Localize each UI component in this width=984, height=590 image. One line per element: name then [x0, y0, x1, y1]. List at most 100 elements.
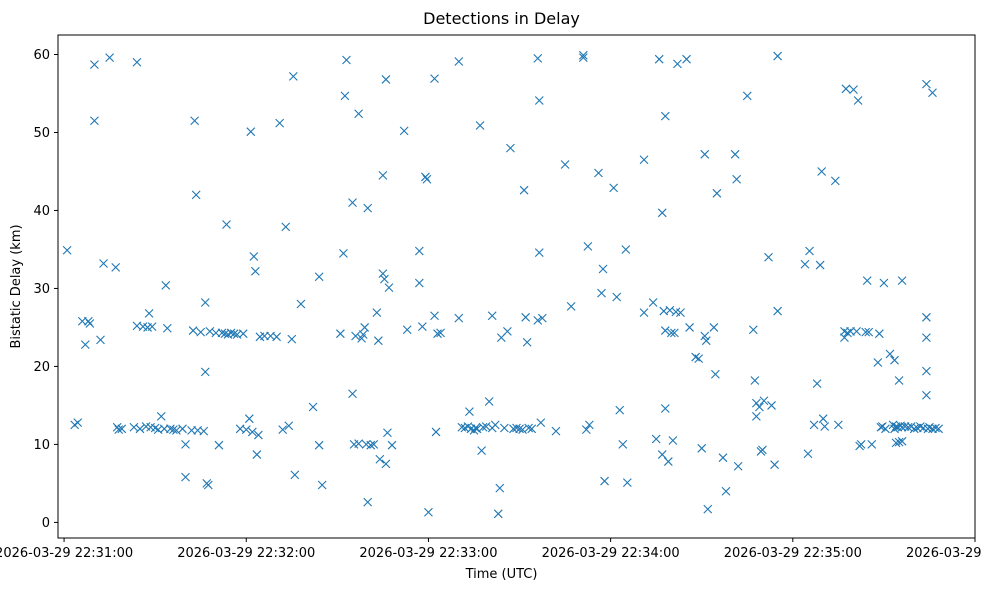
- data-point: [750, 376, 760, 385]
- data-point: [691, 352, 701, 362]
- data-point: [521, 312, 530, 322]
- data-point: [499, 423, 509, 433]
- y-tick-label: 50: [33, 126, 50, 141]
- data-point: [430, 311, 439, 321]
- data-point: [366, 440, 376, 450]
- data-point: [651, 434, 661, 444]
- y-tick-label: 20: [33, 360, 50, 375]
- data-point: [132, 57, 142, 67]
- data-point: [581, 425, 591, 434]
- data-point: [817, 167, 827, 176]
- data-point: [402, 325, 412, 335]
- data-point: [701, 336, 711, 346]
- data-point: [755, 402, 764, 412]
- data-point: [682, 54, 691, 64]
- data-point: [80, 340, 90, 349]
- data-point: [252, 450, 262, 459]
- data-point: [890, 355, 899, 365]
- data-point: [700, 149, 710, 159]
- data-point: [247, 427, 257, 437]
- data-point: [369, 440, 379, 449]
- data-point: [773, 51, 783, 61]
- data-point: [156, 411, 166, 421]
- data-point: [732, 174, 742, 184]
- data-point: [551, 426, 561, 436]
- data-point: [700, 331, 710, 341]
- data-point: [600, 476, 609, 486]
- x-tick-label: 2026-03-29 22:35:00: [724, 546, 862, 561]
- data-point: [583, 241, 593, 251]
- data-point: [117, 424, 127, 434]
- data-point: [751, 398, 761, 408]
- data-point: [465, 407, 474, 417]
- data-point: [770, 460, 779, 470]
- data-point: [730, 149, 740, 159]
- data-point: [663, 457, 673, 466]
- data-point: [114, 425, 124, 434]
- data-point: [751, 411, 761, 421]
- data-point: [351, 331, 360, 341]
- data-point: [90, 60, 99, 70]
- data-point: [758, 445, 767, 455]
- data-point: [533, 316, 543, 325]
- data-point: [703, 504, 713, 514]
- x-axis: 2026-03-29 22:31:00 2026-03-29 22:32:00 20…: [0, 538, 984, 561]
- data-point: [281, 222, 291, 232]
- data-point: [856, 440, 866, 449]
- data-point: [534, 248, 544, 257]
- data-point: [378, 170, 388, 180]
- data-point: [112, 422, 122, 432]
- data-point: [433, 329, 442, 339]
- x-tick-label: 2026-03-29 22:34:00: [542, 546, 680, 561]
- data-point: [849, 85, 858, 94]
- data-point: [241, 425, 251, 434]
- data-point: [275, 118, 285, 128]
- data-point: [519, 185, 529, 195]
- data-point: [759, 396, 769, 406]
- data-point: [885, 349, 895, 359]
- data-point: [314, 272, 324, 282]
- data-point: [660, 404, 670, 413]
- data-point: [922, 79, 931, 89]
- data-point: [922, 390, 931, 400]
- data-point: [314, 440, 324, 450]
- data-point: [812, 379, 822, 388]
- data-point: [597, 288, 606, 298]
- data-point: [673, 59, 682, 69]
- data-point: [424, 507, 433, 517]
- data-point: [612, 292, 622, 302]
- data-point: [272, 332, 282, 342]
- data-point: [515, 424, 524, 434]
- data-point: [288, 71, 298, 81]
- data-point: [287, 334, 297, 344]
- data-point: [162, 323, 172, 333]
- data-point: [536, 418, 546, 427]
- data-point: [891, 438, 901, 448]
- data-point: [381, 459, 391, 469]
- data-point: [665, 305, 675, 315]
- data-point: [922, 366, 931, 376]
- data-point: [178, 424, 187, 434]
- data-point: [354, 439, 363, 449]
- data-point: [660, 326, 670, 335]
- data-point: [430, 74, 439, 84]
- data-point: [493, 509, 503, 519]
- data-point: [129, 422, 139, 432]
- data-point: [694, 354, 704, 364]
- data-point: [381, 75, 391, 84]
- data-point: [296, 299, 306, 309]
- data-point: [666, 328, 676, 338]
- data-point: [931, 423, 940, 433]
- data-point: [522, 337, 532, 347]
- x-axis-label: Time (UTC): [465, 567, 538, 582]
- data-point: [214, 440, 224, 450]
- data-point: [578, 50, 588, 60]
- data-point: [803, 449, 813, 459]
- data-point: [534, 96, 544, 105]
- data-point: [454, 313, 464, 323]
- data-point: [238, 329, 248, 339]
- data-point: [862, 276, 872, 286]
- data-point: [676, 308, 685, 318]
- data-point: [99, 259, 108, 268]
- data-point: [191, 190, 201, 200]
